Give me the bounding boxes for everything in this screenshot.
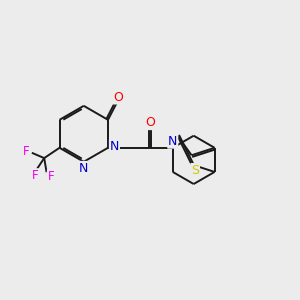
Text: F: F [23, 146, 30, 158]
Text: O: O [113, 91, 123, 103]
Text: F: F [48, 170, 54, 183]
Text: N: N [168, 135, 177, 148]
Text: F: F [32, 169, 38, 182]
Text: S: S [191, 164, 199, 177]
Text: N: N [79, 162, 88, 175]
Text: N: N [110, 140, 119, 152]
Text: O: O [146, 116, 156, 129]
